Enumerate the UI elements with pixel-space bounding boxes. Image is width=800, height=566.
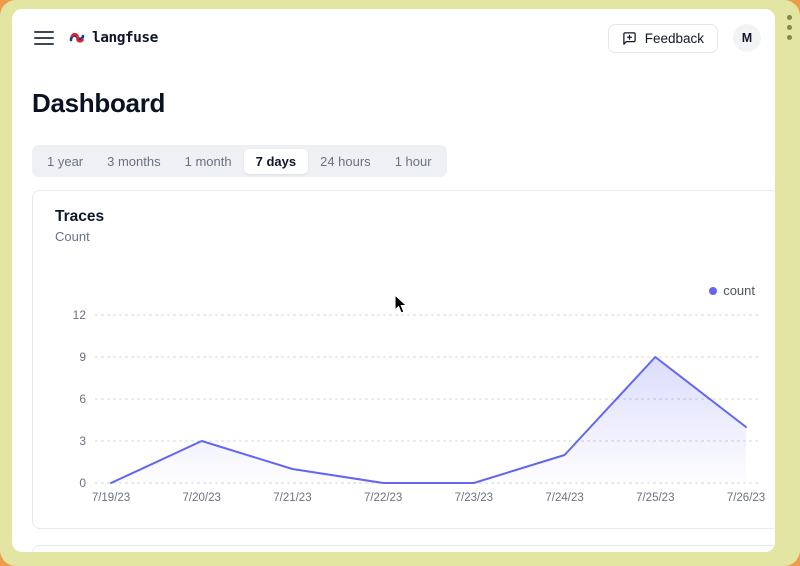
x-tick-label: 7/21/23 — [273, 492, 311, 504]
logo-text: langfuse — [92, 30, 158, 46]
feedback-label: Feedback — [644, 30, 704, 46]
feedback-icon — [622, 31, 637, 46]
x-tick-label: 7/26/23 — [727, 492, 765, 504]
dot-icon — [787, 35, 792, 40]
next-card-partial — [32, 545, 775, 552]
y-tick-label: 6 — [79, 392, 86, 406]
langfuse-logo-icon — [69, 30, 85, 46]
menu-icon[interactable] — [32, 26, 56, 50]
x-tick-label: 7/22/23 — [364, 492, 402, 504]
tab-1-month[interactable]: 1 month — [173, 149, 244, 174]
time-range-tabs: 1 year 3 months 1 month 7 days 24 hours 1 hou… — [32, 145, 447, 177]
trend-line — [110, 356, 747, 484]
avatar[interactable]: M — [733, 24, 761, 52]
app-window: langfuse Feedback M Dashboard 1 year — [12, 9, 775, 552]
traces-area-chart[interactable]: 0 3 6 9 12 7/19/23 7/20/23 7/21/23 7/22/23 7/23/2… — [34, 303, 775, 508]
avatar-initial: M — [741, 31, 753, 45]
dot-icon — [787, 25, 792, 30]
tab-1-hour[interactable]: 1 hour — [383, 149, 444, 174]
frame-dots-decoration — [787, 15, 792, 40]
tab-1-year[interactable]: 1 year — [35, 149, 95, 174]
card-title: Traces — [55, 208, 105, 225]
x-tick-label: 7/25/23 — [636, 492, 674, 504]
area-fill — [111, 357, 746, 483]
x-tick-label: 7/19/23 — [92, 492, 130, 504]
tab-7-days[interactable]: 7 days — [243, 148, 309, 174]
x-tick-label: 7/20/23 — [183, 492, 221, 504]
x-tick-label: 7/24/23 — [545, 492, 583, 504]
top-nav: langfuse Feedback M — [12, 9, 775, 67]
y-tick-label: 0 — [79, 476, 86, 490]
tab-3-months[interactable]: 3 months — [95, 149, 172, 174]
page-content: Dashboard 1 year 3 months 1 month 7 days 24 … — [12, 88, 775, 552]
feedback-button[interactable]: Feedback — [607, 23, 718, 53]
x-tick-label: 7/23/23 — [455, 492, 493, 504]
traces-card: Traces Count count 0 3 6 9 12 7/19/23 7/20/23 7… — [32, 190, 775, 529]
y-tick-label: 9 — [79, 350, 86, 364]
tab-24-hours[interactable]: 24 hours — [308, 149, 383, 174]
legend-dot-icon — [709, 286, 718, 295]
langfuse-logo[interactable]: langfuse — [69, 30, 158, 46]
card-subtitle: Count — [55, 229, 90, 244]
y-tick-label: 3 — [79, 434, 86, 448]
page-title: Dashboard — [32, 88, 166, 118]
legend-label: count — [723, 283, 755, 298]
dot-icon — [787, 15, 792, 20]
y-tick-label: 12 — [73, 308, 87, 322]
chart-legend[interactable]: count — [709, 283, 755, 298]
